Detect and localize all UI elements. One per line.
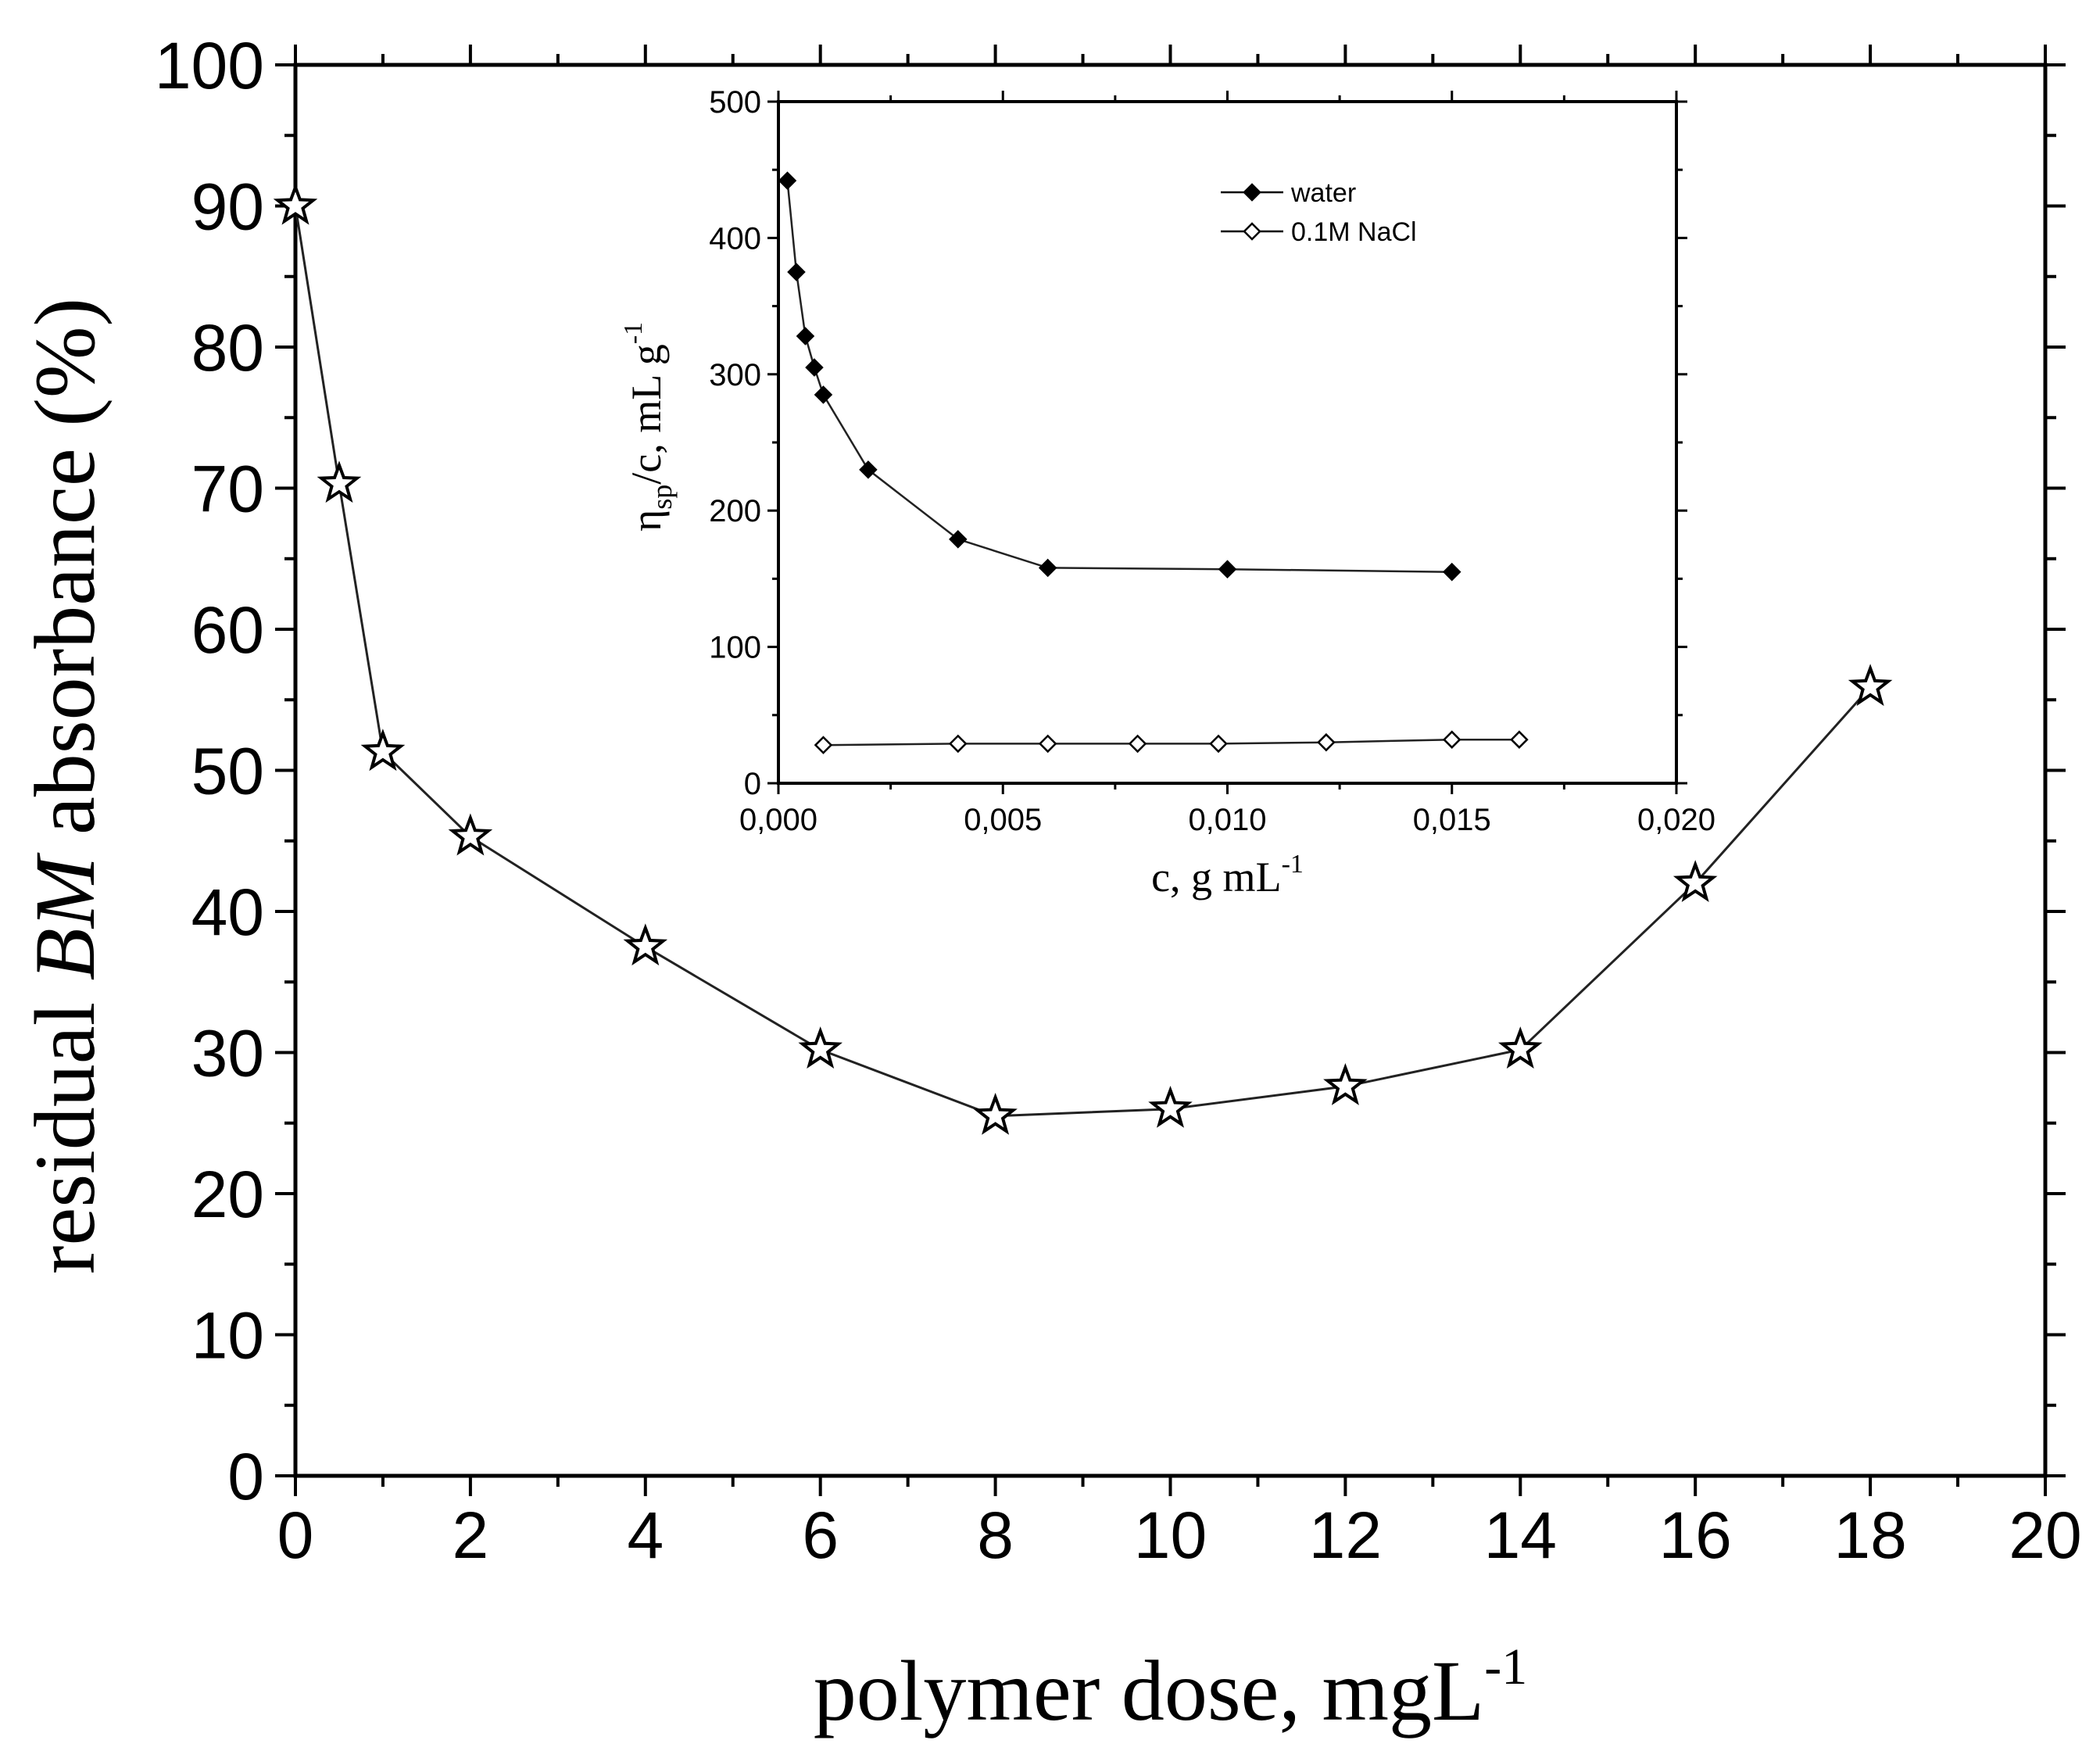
main-y-tick-label: 90 xyxy=(191,170,264,244)
inset-y-tick-label: 200 xyxy=(709,494,761,528)
main-x-tick-label: 4 xyxy=(627,1498,664,1572)
inset-y-axis-label-sup: -1 xyxy=(619,322,648,344)
main-y-axis-label-pre: residual xyxy=(17,980,113,1274)
inset-y-axis-label-eta: η xyxy=(623,510,670,532)
main-data-point-star xyxy=(273,182,318,225)
main-data-point-star xyxy=(798,1026,843,1069)
main-x-tick-label: 20 xyxy=(2009,1498,2081,1572)
inset-y-tick-label: 100 xyxy=(709,631,761,665)
main-x-axis-label-sup: -1 xyxy=(1484,1638,1527,1695)
main-x-axis-label: polymer dose, mgL-1 xyxy=(814,1638,1527,1738)
inset-y-axis-label-rest: /c, mL g xyxy=(623,344,670,484)
inset-y-axis-label-sub: sp xyxy=(646,485,678,510)
inset-data-point-nacl xyxy=(1510,730,1529,749)
main-data-point-star xyxy=(623,923,668,966)
main-x-tick-label: 6 xyxy=(802,1498,839,1572)
main-x-axis-label-text: polymer dose, mgL xyxy=(814,1643,1484,1738)
inset-data-point-water xyxy=(796,327,815,346)
main-y-tick-label: 0 xyxy=(227,1440,264,1513)
main-y-tick-label: 60 xyxy=(191,593,264,667)
inset-data-point-nacl xyxy=(1128,734,1147,754)
inset-y-axis-label: ηsp/c, mL g-1 xyxy=(619,322,678,532)
inset-x-axis-label-text: c, g mL xyxy=(1151,854,1281,900)
main-x-tick-label: 10 xyxy=(1134,1498,1207,1572)
inset-x-axis-label: c, g mL-1 xyxy=(1151,850,1304,900)
inset-data-point-nacl xyxy=(949,734,968,754)
inset-series-line-nacl xyxy=(823,738,1519,747)
legend-marker xyxy=(1243,183,1261,202)
main-y-tick-label: 100 xyxy=(155,29,264,102)
main-x-tick-label: 0 xyxy=(277,1498,314,1572)
inset-data-point-water xyxy=(805,358,824,377)
inset-series-line-water xyxy=(786,181,1452,573)
main-y-tick-label: 50 xyxy=(191,735,264,808)
inset-data-point-nacl xyxy=(814,736,833,754)
main-data-point-star xyxy=(360,729,406,772)
inset-y-tick-label: 400 xyxy=(709,221,761,256)
inset-x-axis-label-sup: -1 xyxy=(1282,850,1304,879)
main-y-tick-label: 20 xyxy=(191,1158,264,1231)
main-data-point-star xyxy=(448,813,493,856)
main-y-tick-label: 70 xyxy=(191,453,264,526)
main-x-tick-label: 14 xyxy=(1484,1498,1557,1572)
inset-data-point-water xyxy=(1038,558,1057,578)
inset-data-point-water xyxy=(778,171,797,190)
main-data-point-star xyxy=(1148,1085,1193,1128)
main-x-tick-label: 12 xyxy=(1309,1498,1382,1572)
main-data-point-star xyxy=(1848,664,1893,707)
main-x-tick-label: 8 xyxy=(977,1498,1014,1572)
inset-x-tick-label: 0,010 xyxy=(1188,803,1266,837)
main-y-tick-label: 30 xyxy=(191,1017,264,1090)
inset-x-tick-label: 0,000 xyxy=(739,803,817,837)
inset-data-point-water xyxy=(1442,562,1461,582)
legend-marker xyxy=(1243,222,1261,241)
main-y-axis-label-post: absorbance (%) xyxy=(17,298,113,857)
inset-plot-frame xyxy=(777,100,1678,785)
inset-data-point-water xyxy=(859,460,878,479)
legend-label: 0.1M NaCl xyxy=(1291,217,1417,247)
inset-data-point-water xyxy=(814,385,833,404)
inset-data-point-water xyxy=(787,263,806,281)
main-x-tick-label: 2 xyxy=(453,1498,489,1572)
main-y-tick-label: 40 xyxy=(191,875,264,949)
inset-x-tick-label: 0,020 xyxy=(1637,803,1715,837)
main-chart: 0 2 4 6 8 10 12 14 16 18 200102030405060708090100p… xyxy=(17,29,2082,1738)
inset-y-tick-label: 300 xyxy=(709,358,761,392)
main-y-tick-label: 80 xyxy=(191,311,264,385)
inset-data-point-nacl xyxy=(1317,732,1336,752)
main-data-point-star xyxy=(973,1092,1018,1135)
inset-y-tick-label: 500 xyxy=(709,85,761,120)
main-x-tick-label: 18 xyxy=(1833,1498,1906,1572)
main-y-axis-label-italic: BM xyxy=(17,852,113,980)
inset-y-tick-label: 0 xyxy=(744,767,761,801)
main-x-tick-label: 16 xyxy=(1658,1498,1731,1572)
main-y-axis-label: residual BM absorbance (%) xyxy=(17,298,113,1274)
main-y-tick-label: 10 xyxy=(191,1299,264,1373)
inset-data-point-water xyxy=(1218,560,1237,578)
inset-data-point-nacl xyxy=(1209,734,1228,754)
main-data-point-star xyxy=(1672,860,1718,902)
inset-x-tick-label: 0,015 xyxy=(1413,803,1491,837)
main-series-line xyxy=(294,206,1872,1118)
main-data-point-star xyxy=(317,460,362,503)
legend-label: water xyxy=(1290,178,1356,208)
inset-data-point-nacl xyxy=(1038,734,1057,754)
inset-data-point-nacl xyxy=(1442,730,1461,749)
main-data-point-star xyxy=(1498,1026,1543,1069)
main-data-point-star xyxy=(1323,1063,1368,1105)
inset-chart: 0,000 0,005 0,010 0,015 0,020 0 100 200 300 400 50… xyxy=(619,85,1715,900)
inset-x-tick-label: 0,005 xyxy=(964,803,1042,837)
inset-data-point-water xyxy=(949,530,968,549)
